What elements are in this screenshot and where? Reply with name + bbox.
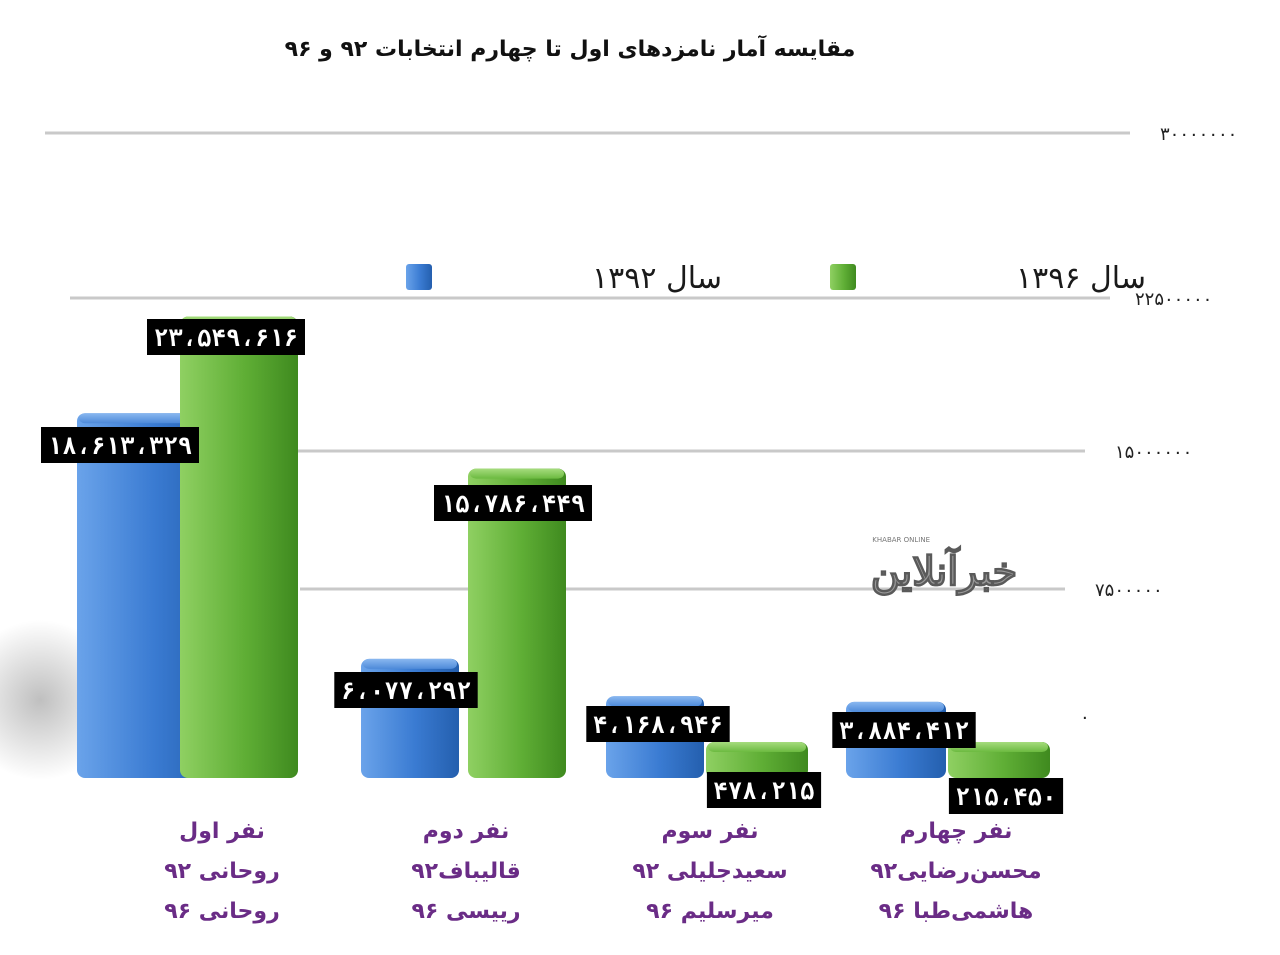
category-labels: نفر اول روحانی ۹۲ روحانی ۹۶ نفر دوم قالیباف۹… bbox=[164, 819, 1041, 924]
y-tick-label: ۲۲۵۰۰۰۰۰ bbox=[1135, 289, 1212, 310]
bar-top bbox=[363, 658, 457, 669]
y-tick-label: ۷۵۰۰۰۰۰ bbox=[1095, 580, 1163, 601]
data-label: ۱۸،۶۱۳،۳۲۹ bbox=[41, 427, 199, 463]
data-label: ۳،۸۸۴،۴۱۲ bbox=[832, 712, 976, 748]
data-label-box bbox=[832, 712, 976, 748]
data-label-box bbox=[586, 706, 730, 742]
y-tick-label: ۱۵۰۰۰۰۰۰ bbox=[1115, 442, 1192, 463]
category-label: نفر سوم bbox=[662, 819, 759, 844]
category-label: هاشمی‌طبا ۹۶ bbox=[879, 899, 1034, 924]
legend: سال ۱۳۹۲ سال ۱۳۹۶ bbox=[406, 261, 1146, 296]
watermark-logo-text: خبرآنلاین bbox=[871, 545, 1018, 596]
data-label-box bbox=[147, 319, 305, 355]
bar-top bbox=[848, 701, 944, 712]
category-label: سعیدجلیلی ۹۲ bbox=[632, 859, 787, 884]
watermark-logo: خبرآنلاین KHABAR ONLINE bbox=[870, 536, 1018, 597]
data-label-box bbox=[41, 427, 199, 463]
bar-body bbox=[180, 316, 298, 778]
data-labels: ۱۸،۶۱۳،۳۲۹ ۶،۰۷۷،۲۹۲ ۴،۱۶۸،۹۴۶ ۳،۸۸۴،۴۱۲ ۲۳،… bbox=[41, 319, 1064, 814]
category-label: محسن‌رضایی۹۲ bbox=[870, 859, 1041, 884]
data-label-text: ۴۷۸،۲۱۵ bbox=[713, 777, 814, 805]
watermark-small-text: KHABAR ONLINE bbox=[872, 536, 930, 544]
data-label-box bbox=[706, 772, 822, 808]
y-tick-label: ۳۰۰۰۰۰۰۰ bbox=[1160, 124, 1237, 145]
legend-swatch-1396 bbox=[830, 264, 856, 290]
legend-label-1396: سال ۱۳۹۶ bbox=[1016, 261, 1146, 296]
data-label-text: ۲۱۵،۴۵۰ bbox=[955, 783, 1056, 811]
bar bbox=[468, 468, 566, 778]
data-label-box bbox=[434, 485, 592, 521]
data-label-text: ۶،۰۷۷،۲۹۲ bbox=[341, 677, 471, 705]
data-label-text: ۲۳،۵۴۹،۶۱۶ bbox=[154, 324, 299, 352]
category-label: نفر دوم bbox=[423, 819, 510, 844]
category-label: نفر اول bbox=[179, 819, 265, 844]
data-label-box bbox=[948, 778, 1064, 814]
y-axis-ticks: ۰ ۷۵۰۰۰۰۰ ۱۵۰۰۰۰۰۰ ۲۲۵۰۰۰۰۰ ۳۰۰۰۰۰۰۰ bbox=[1080, 124, 1237, 728]
data-label: ۴،۱۶۸،۹۴۶ bbox=[586, 706, 730, 742]
legend-swatch-1392 bbox=[406, 264, 432, 290]
bar-top bbox=[608, 696, 702, 707]
data-label: ۲۳،۵۴۹،۶۱۶ bbox=[147, 319, 305, 355]
data-label-text: ۱۵،۷۸۶،۴۴۹ bbox=[441, 490, 586, 518]
data-label-text: ۱۸،۶۱۳،۳۲۹ bbox=[48, 432, 193, 460]
data-label: ۶،۰۷۷،۲۹۲ bbox=[334, 672, 478, 708]
data-label: ۲۱۵،۴۵۰ bbox=[948, 778, 1064, 814]
category-label: نفر چهارم bbox=[900, 819, 1013, 844]
chart-title: مقایسه آمار نامزدهای اول تا چهارم انتخاب… bbox=[285, 34, 856, 62]
data-label: ۴۷۸،۲۱۵ bbox=[706, 772, 822, 808]
bar-body bbox=[468, 468, 566, 778]
bar-top bbox=[470, 468, 564, 479]
category-label: قالیباف۹۲ bbox=[411, 859, 521, 884]
bar bbox=[180, 316, 298, 778]
legend-label-1392: سال ۱۳۹۲ bbox=[592, 261, 722, 296]
data-label-box bbox=[334, 672, 478, 708]
category-label: روحانی ۹۶ bbox=[164, 899, 280, 924]
data-label-text: ۳،۸۸۴،۴۱۲ bbox=[839, 717, 969, 745]
category-label: ریيسی ۹۶ bbox=[411, 899, 520, 924]
data-label-text: ۴،۱۶۸،۹۴۶ bbox=[593, 711, 723, 739]
category-label: میرسلیم ۹۶ bbox=[646, 899, 774, 924]
category-label: روحانی ۹۲ bbox=[164, 859, 280, 884]
data-label: ۱۵،۷۸۶،۴۴۹ bbox=[434, 485, 592, 521]
y-tick-label: ۰ bbox=[1080, 707, 1090, 728]
bar bbox=[706, 742, 808, 778]
bar-top bbox=[708, 742, 806, 752]
